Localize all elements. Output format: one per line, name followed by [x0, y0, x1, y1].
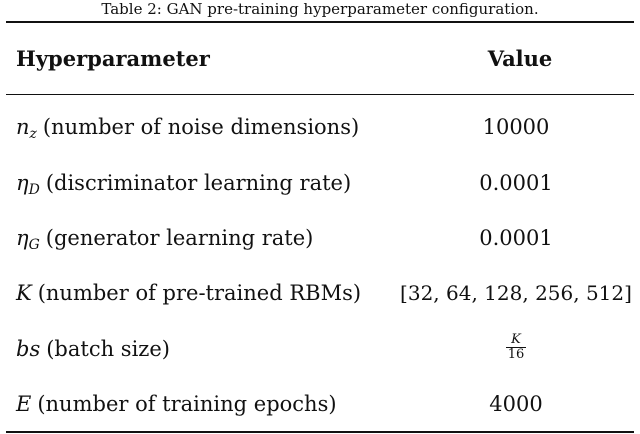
bottom-rule	[6, 431, 634, 433]
value-cell: 0.0001	[479, 226, 553, 250]
table-row: E (number of training epochs) 4000	[0, 389, 640, 429]
fraction-numerator: K	[505, 333, 527, 348]
fraction-denominator: 16	[507, 347, 525, 362]
param-symbol: bs	[16, 337, 41, 361]
param-symbol: ηD	[16, 171, 40, 198]
table-caption: Table 2: GAN pre-training hyperparameter…	[101, 0, 539, 18]
value-cell: 10000	[482, 115, 550, 139]
header-value: Value	[487, 46, 553, 71]
param-cell: E (number of training epochs)	[16, 389, 337, 419]
param-symbol: E	[16, 392, 32, 416]
param-description: (discriminator learning rate)	[45, 171, 352, 195]
table-row: nz (number of noise dimensions) 10000	[0, 112, 640, 152]
header-rule	[6, 94, 634, 95]
value-cell: 0.0001	[479, 171, 553, 195]
table-row: K (number of pre-trained RBMs) [32, 64, 1…	[0, 278, 640, 318]
param-cell: ηD (discriminator learning rate)	[16, 168, 351, 205]
param-description: (number of pre-trained RBMs)	[37, 281, 362, 305]
value-cell: [32, 64, 128, 256, 512]	[400, 281, 632, 305]
param-description: (batch size)	[46, 337, 170, 361]
value-cell: K 16	[400, 333, 632, 364]
table-row: bs (batch size) K 16	[0, 333, 640, 374]
header-hyperparameter: Hyperparameter	[16, 46, 210, 71]
param-cell: bs (batch size)	[16, 334, 170, 364]
param-description: (number of noise dimensions)	[42, 115, 360, 139]
fraction: K 16	[505, 333, 527, 362]
param-symbol: nz	[16, 115, 37, 142]
table-row: ηD (discriminator learning rate) 0.0001	[0, 168, 640, 208]
param-cell: ηG (generator learning rate)	[16, 223, 313, 260]
param-cell: nz (number of noise dimensions)	[16, 112, 359, 149]
param-cell: K (number of pre-trained RBMs)	[16, 278, 361, 308]
top-rule	[6, 21, 634, 23]
table-row: ηG (generator learning rate) 0.0001	[0, 223, 640, 263]
value-cell: 4000	[489, 392, 543, 416]
param-description: (number of training epochs)	[37, 392, 337, 416]
param-symbol: ηG	[16, 226, 40, 253]
param-description: (generator learning rate)	[45, 226, 314, 250]
param-symbol: K	[16, 281, 32, 305]
